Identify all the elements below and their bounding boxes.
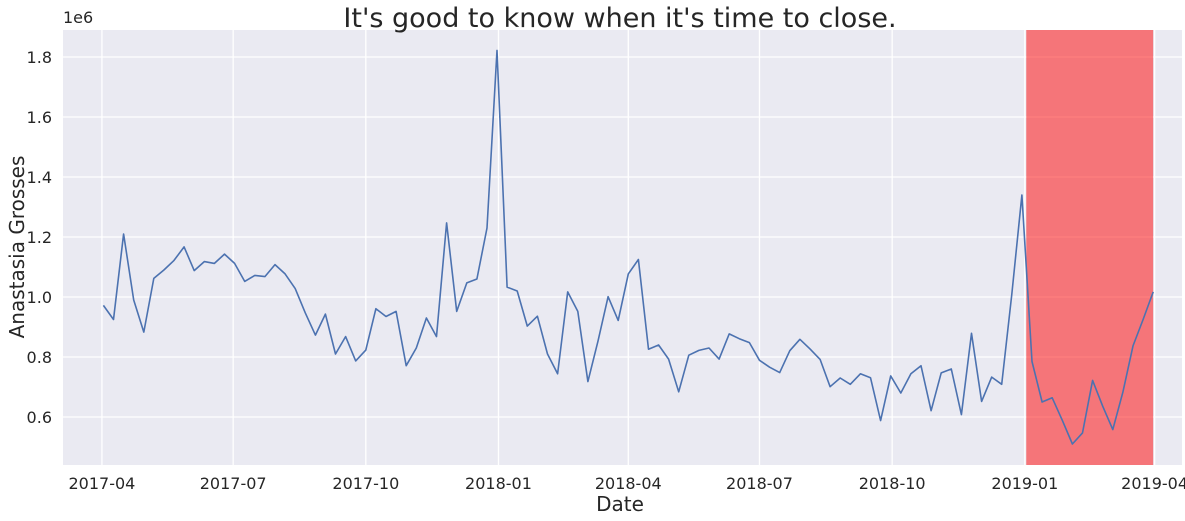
x-tick-label: 2017-10 (332, 474, 399, 493)
y-tick-label: 1.6 (27, 108, 52, 127)
x-tick-label: 2018-07 (726, 474, 793, 493)
x-tick-labels: 2017-04 2017-07 2017-10 2018-01 2018-04 2018-… (69, 474, 1185, 493)
y-axis-label: Anastasia Grosses (5, 156, 29, 339)
x-tick-label: 2017-07 (200, 474, 267, 493)
y-tick-labels: 0.6 0.8 1.0 1.2 1.4 1.6 1.8 (27, 48, 52, 427)
x-tick-label: 2017-04 (69, 474, 136, 493)
y-tick-label: 1.8 (27, 48, 52, 67)
x-tick-label: 2019-01 (991, 474, 1058, 493)
y-tick-label: 0.8 (27, 348, 52, 367)
series-layer (102, 49, 1154, 445)
y-tick-label: 1.2 (27, 228, 52, 247)
y-tick-label: 1.4 (27, 168, 52, 187)
x-axis-label: Date (596, 492, 644, 516)
x-tick-label: 2018-10 (859, 474, 926, 493)
chart-title: It's good to know when it's time to clos… (343, 3, 896, 34)
highlight-span (1026, 30, 1154, 465)
y-tick-label: 0.6 (27, 408, 52, 427)
highlight-layer (1026, 30, 1154, 465)
y-offset-label: 1e6 (63, 8, 93, 27)
x-tick-label: 2019-04 (1121, 474, 1185, 493)
plot-background (63, 30, 1182, 465)
x-tick-label: 2018-01 (465, 474, 532, 493)
x-tick-label: 2018-04 (595, 474, 662, 493)
series-line (102, 49, 1154, 445)
y-tick-label: 1.0 (27, 288, 52, 307)
